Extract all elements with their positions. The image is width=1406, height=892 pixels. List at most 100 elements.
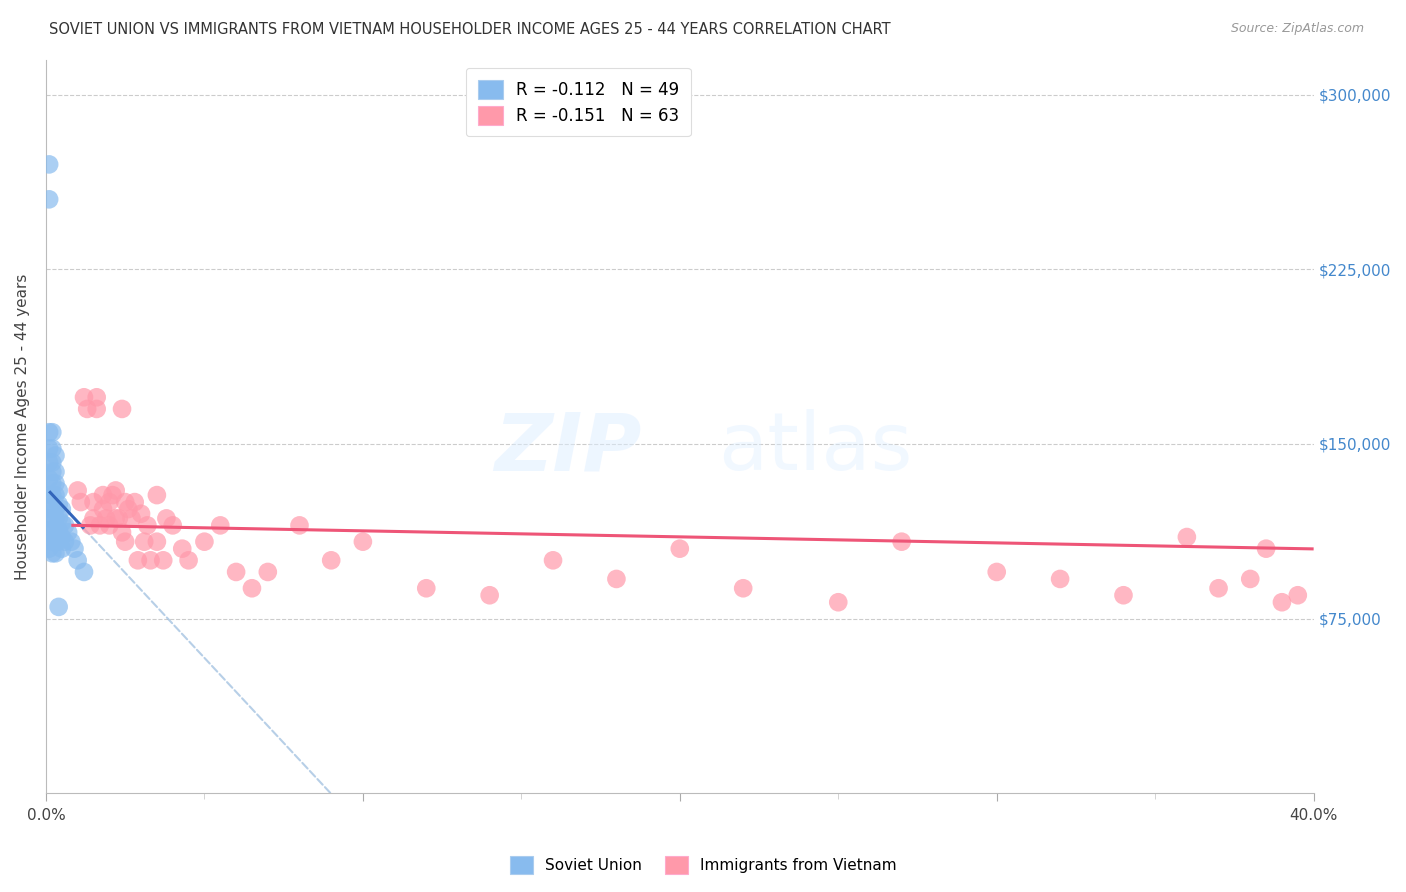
- Point: [48, 511, 70, 525]
- Point: [41, 476, 63, 491]
- Point: [117, 502, 139, 516]
- Point: [60, 534, 83, 549]
- Point: [41, 500, 63, 514]
- Point: [478, 588, 501, 602]
- Point: [38, 488, 60, 502]
- Point: [321, 553, 343, 567]
- Point: [108, 511, 131, 525]
- Point: [104, 483, 127, 498]
- Point: [41, 488, 63, 502]
- Point: [89, 518, 111, 533]
- Point: [38, 157, 60, 171]
- Point: [155, 511, 177, 525]
- Point: [1254, 541, 1277, 556]
- Point: [101, 488, 124, 502]
- Point: [66, 553, 89, 567]
- Point: [73, 390, 96, 404]
- Point: [98, 495, 121, 509]
- Point: [104, 511, 127, 525]
- Point: [41, 425, 63, 440]
- Point: [38, 442, 60, 456]
- Text: SOVIET UNION VS IMMIGRANTS FROM VIETNAM HOUSEHOLDER INCOME AGES 25 - 44 YEARS CO: SOVIET UNION VS IMMIGRANTS FROM VIETNAM …: [49, 22, 891, 37]
- Point: [44, 523, 66, 537]
- Point: [38, 192, 60, 206]
- Point: [44, 546, 66, 560]
- Text: Source: ZipAtlas.com: Source: ZipAtlas.com: [1230, 22, 1364, 36]
- Point: [152, 553, 174, 567]
- Text: atlas: atlas: [718, 409, 912, 487]
- Point: [352, 534, 374, 549]
- Point: [48, 534, 70, 549]
- Point: [146, 488, 169, 502]
- Point: [38, 533, 60, 547]
- Point: [209, 518, 232, 533]
- Legend: Soviet Union, Immigrants from Vietnam: Soviet Union, Immigrants from Vietnam: [503, 850, 903, 880]
- Point: [986, 565, 1008, 579]
- Point: [134, 534, 156, 549]
- Point: [669, 541, 692, 556]
- Point: [162, 518, 184, 533]
- Point: [38, 541, 60, 556]
- Point: [41, 465, 63, 479]
- Point: [38, 511, 60, 525]
- Point: [79, 518, 101, 533]
- Point: [41, 534, 63, 549]
- Point: [91, 488, 114, 502]
- Point: [53, 534, 76, 549]
- Point: [605, 572, 627, 586]
- Point: [193, 534, 215, 549]
- Point: [240, 581, 263, 595]
- Point: [733, 581, 755, 595]
- Point: [51, 541, 73, 556]
- Point: [76, 401, 98, 416]
- Y-axis label: Householder Income Ages 25 - 44 years: Householder Income Ages 25 - 44 years: [15, 273, 30, 580]
- Point: [1239, 572, 1261, 586]
- Point: [51, 502, 73, 516]
- Point: [48, 483, 70, 498]
- Point: [41, 455, 63, 469]
- Point: [177, 553, 200, 567]
- Point: [111, 525, 134, 540]
- Point: [827, 595, 849, 609]
- Point: [41, 546, 63, 560]
- Point: [38, 523, 60, 537]
- Point: [44, 465, 66, 479]
- Point: [44, 502, 66, 516]
- Point: [41, 442, 63, 456]
- Point: [86, 401, 108, 416]
- Point: [38, 472, 60, 486]
- Point: [146, 534, 169, 549]
- Point: [256, 565, 278, 579]
- Point: [51, 530, 73, 544]
- Point: [98, 518, 121, 533]
- Point: [121, 511, 143, 525]
- Point: [91, 502, 114, 516]
- Point: [38, 425, 60, 440]
- Point: [38, 455, 60, 469]
- Point: [1175, 530, 1198, 544]
- Point: [139, 553, 162, 567]
- Point: [1271, 595, 1294, 609]
- Point: [890, 534, 912, 549]
- Point: [44, 476, 66, 491]
- Point: [41, 523, 63, 537]
- Point: [415, 581, 437, 595]
- Point: [44, 488, 66, 502]
- Point: [48, 599, 70, 614]
- Text: ZIP: ZIP: [495, 409, 641, 487]
- Point: [1049, 572, 1071, 586]
- Point: [172, 541, 194, 556]
- Point: [44, 449, 66, 463]
- Point: [127, 553, 149, 567]
- Point: [114, 534, 136, 549]
- Point: [51, 516, 73, 530]
- Point: [129, 507, 152, 521]
- Point: [1208, 581, 1230, 595]
- Point: [73, 565, 96, 579]
- Point: [288, 518, 311, 533]
- Point: [136, 518, 159, 533]
- Point: [38, 502, 60, 516]
- Point: [96, 511, 118, 525]
- Point: [1112, 588, 1135, 602]
- Point: [111, 401, 134, 416]
